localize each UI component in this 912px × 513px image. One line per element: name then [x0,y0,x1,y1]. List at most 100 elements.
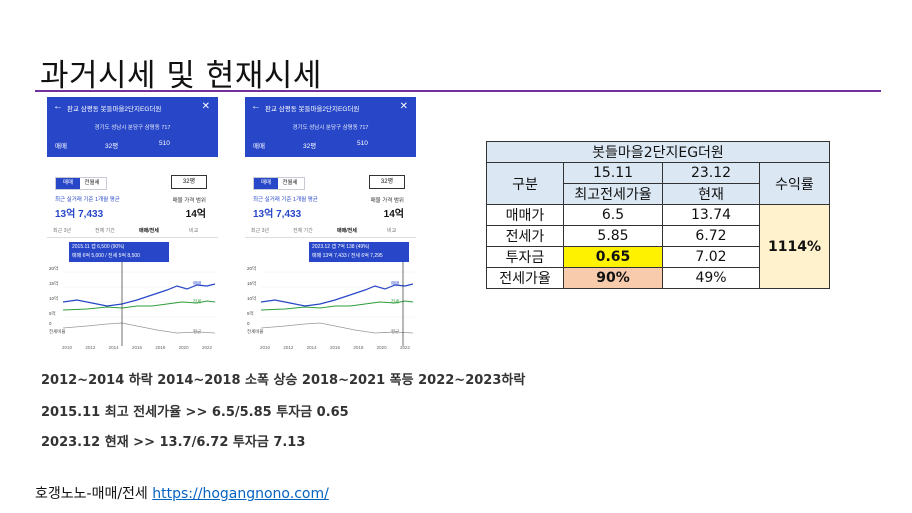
x-tick: 2022 [201,345,212,350]
tab-compare[interactable]: 비교 [189,228,199,234]
ratio-label: 전세비율 [49,329,66,334]
apartment-title: 판교 삼평동 봇들마을2단지EG더원 [265,106,360,113]
ratio-line [260,322,414,334]
tab-reviews[interactable]: 510 [159,140,170,147]
cell-value: 5.85 [563,225,663,247]
x-tick: 2014 [108,345,119,350]
segment-trade[interactable]: 매매 [56,178,80,189]
x-axis: 2010 2012 2014 2016 2018 2020 2022 [260,345,410,350]
x-tick: 2018 [155,345,166,350]
app-header: ← 판교 삼평동 봇들마을2단지EG더원 ✕ 경기도 성남시 분당구 삼평동 7… [47,97,218,157]
apartment-title: 판교 삼평동 봇들마을2단지EG더원 [67,106,162,113]
back-arrow-icon[interactable]: ← [251,101,261,112]
tooltip-line-2: 매매 13억 7,433 / 전세 6억 7,295 [312,253,383,259]
screenshot-2015: ← 판교 삼평동 봇들마을2단지EG더원 ✕ 경기도 성남시 분당구 삼평동 7… [47,97,218,355]
tab-all-period[interactable]: 전체 기간 [293,228,313,234]
tab-recent-3y[interactable]: 최근 3년 [251,228,269,234]
note-line: 2015.11 최고 전세가율 >> 6.5/5.85 투자금 0.65 [41,405,349,420]
y-tick: 5억 [49,311,56,316]
segment-rent[interactable]: 전월세 [282,180,298,186]
address: 경기도 성남시 분당구 삼평동 717 [94,125,171,131]
source-label: 호갱노노-매매/전세 [35,486,153,502]
screenshot-2023: ← 판교 삼평동 봇들마을2단지EG더원 ✕ 경기도 성남시 분당구 삼평동 7… [245,97,416,355]
x-tick: 2012 [85,345,96,350]
avg-label: 최근 실거래 기준 1개월 평균 [253,197,318,203]
chart-tooltip: 2023.12 갭 7억 138 (49%) 매매 13억 7,433 / 전세… [309,242,409,262]
trade-price-line [62,283,216,307]
tab-size[interactable]: 32평 [303,143,317,150]
trade-type-toggle[interactable]: 매매 전월세 [253,177,305,190]
cell-value: 7.02 [662,246,760,268]
x-tick: 2020 [178,345,189,350]
size-select[interactable]: 32평 [171,175,207,189]
trade-type-toggle[interactable]: 매매 전월세 [55,177,107,190]
segment-trade[interactable]: 매매 [254,178,278,189]
x-tick: 2014 [306,345,317,350]
app-header: ← 판교 삼평동 봇들마을2단지EG더원 ✕ 경기도 성남시 분당구 삼평동 7… [245,97,416,157]
tab-recent-3y[interactable]: 최근 3년 [53,228,71,234]
tab-trade-rent[interactable]: 매매/전세 [337,228,357,234]
tab-all-period[interactable]: 전체 기간 [95,228,115,234]
tooltip-line-1: 2015.11 갭 6,500 (90%) [72,244,125,250]
listing-range-label: 매물 가격 범위 [172,198,206,204]
tab-trade[interactable]: 매매 [55,143,67,150]
cell-value: 6.72 [662,225,760,247]
chart-tooltip: 2015.11 갭 6,500 (90%) 매매 6억 5,000 / 전세 5… [69,242,169,262]
y-tick: 20억 [49,266,59,271]
table-row: 전세가율 90% 49% [486,267,830,289]
tab-size[interactable]: 32평 [105,143,119,150]
price-chart [62,262,217,346]
ratio-label: 전세비율 [247,329,264,334]
close-icon[interactable]: ✕ [399,101,408,112]
cell-value: 49% [662,267,760,289]
col-header-return: 수익률 [759,162,830,205]
tab-reviews[interactable]: 510 [357,140,368,147]
y-tick: 5억 [247,311,254,316]
x-axis: 2010 2012 2014 2016 2018 2020 2022 [62,345,212,350]
col-subheader-2: 현재 [662,183,760,205]
source-line: 호갱노노-매매/전세 https://hogangnono.com/ [35,483,329,503]
x-tick: 2018 [353,345,364,350]
listing-range-label: 매물 가격 범위 [370,198,404,204]
y-tick: 10억 [247,296,257,301]
row-label: 전세가 [486,225,564,247]
row-label: 매매가 [486,204,564,226]
tab-trade[interactable]: 매매 [253,143,265,150]
source-link[interactable]: https://hogangnono.com/ [152,486,329,502]
period-tabs: 최근 3년 전체 기간 매매/전세 비교 [245,225,416,238]
size-select[interactable]: 32평 [369,175,405,189]
tab-compare[interactable]: 비교 [387,228,397,234]
col-header-date-2: 23.12 [662,162,760,184]
table-row: 투자금 0.65 7.02 [486,246,830,268]
title-divider [35,90,881,92]
return-value: 1114% [759,204,830,289]
listing-range-value: 14억 [185,209,206,220]
series-label-rent: 전세 [391,299,400,304]
y-tick: 0 [247,321,250,326]
comparison-table: 봇들마을2단지EG더원 구분 15.11 23.12 수익률 최고전세가율 현재… [486,141,830,289]
col-header-category: 구분 [486,162,564,205]
row-label: 전세가율 [486,267,564,289]
listing-range-value: 14억 [383,209,404,220]
x-tick: 2010 [62,345,73,350]
series-label-avg: 평균 [193,329,202,334]
close-icon[interactable]: ✕ [201,101,210,112]
series-label-avg: 평균 [391,329,400,334]
x-tick: 2020 [376,345,387,350]
cell-value: 6.5 [563,204,663,226]
avg-label: 최근 실거래 기준 1개월 평균 [55,197,120,203]
segment-rent[interactable]: 전월세 [84,180,100,186]
trade-price-line [260,283,414,307]
tab-trade-rent[interactable]: 매매/전세 [139,228,159,234]
series-label-rent: 전세 [193,299,202,304]
note-line: 2012~2014 하락 2014~2018 소폭 상승 2018~2021 폭… [41,373,526,388]
price-chart [260,262,415,346]
x-tick: 2016 [131,345,142,350]
x-tick: 2010 [260,345,271,350]
note-line: 2023.12 현재 >> 13.7/6.72 투자금 7.13 [41,435,306,450]
y-tick: 20억 [247,266,257,271]
y-tick: 15억 [247,281,257,286]
x-tick: 2016 [329,345,340,350]
table-title: 봇들마을2단지EG더원 [486,141,830,163]
back-arrow-icon[interactable]: ← [53,101,63,112]
